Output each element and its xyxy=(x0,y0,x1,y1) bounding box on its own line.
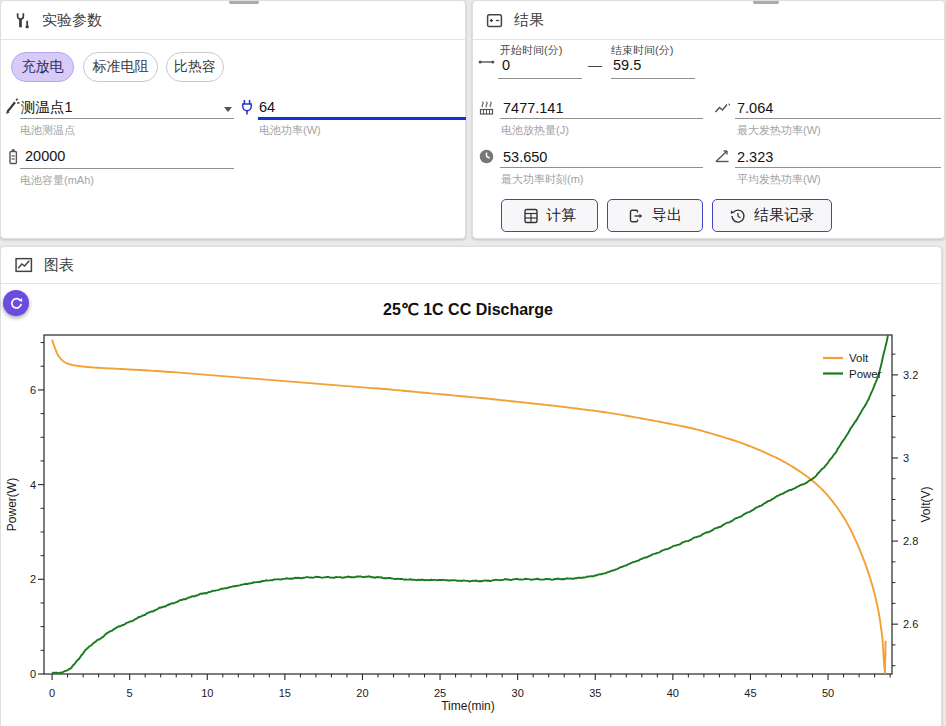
scrollbar-nub xyxy=(753,1,779,4)
avg-power-underline xyxy=(735,167,941,168)
heat-label: 电池放热量(J) xyxy=(501,124,569,136)
plug-icon xyxy=(239,99,255,116)
end-time-input[interactable]: 59.5 xyxy=(613,58,641,73)
results-title: 结果 xyxy=(514,11,544,30)
temp-point-label: 电池测温点 xyxy=(20,124,75,136)
battery-power-label: 电池功率(W) xyxy=(259,124,321,136)
battery-icon xyxy=(5,147,21,166)
svg-text:50: 50 xyxy=(822,687,834,699)
avg-power-label: 平均发热功率(W) xyxy=(737,173,821,185)
start-time-input[interactable]: 0 xyxy=(502,58,510,73)
export-button[interactable]: 导出 xyxy=(607,199,703,232)
y-axis-right-label: Volt(V) xyxy=(919,486,933,522)
x-axis-label: Time(min) xyxy=(441,699,495,713)
heat-value[interactable]: 7477.141 xyxy=(503,101,563,116)
mode-chip-standard-resistance[interactable]: 标准电阻 xyxy=(83,52,158,82)
export-icon xyxy=(628,208,644,224)
temp-point-underline xyxy=(20,118,234,119)
heat-icon xyxy=(478,100,495,116)
chart-title: 25℃ 1C CC Discharge xyxy=(383,301,553,318)
avg-power-value[interactable]: 2.323 xyxy=(737,150,773,165)
export-button-label: 导出 xyxy=(652,206,682,225)
time-range-icon xyxy=(478,56,495,68)
svg-text:20: 20 xyxy=(356,687,368,699)
calculate-button-label: 计算 xyxy=(547,206,577,225)
scrollbar-nub xyxy=(229,1,259,4)
end-time-underline xyxy=(611,78,695,79)
svg-text:3: 3 xyxy=(903,452,909,464)
max-power-time-value[interactable]: 53.650 xyxy=(503,150,547,165)
svg-text:10: 10 xyxy=(201,687,213,699)
clock-icon xyxy=(478,148,495,165)
svg-text:2.8: 2.8 xyxy=(903,535,918,547)
legend: Volt Power xyxy=(823,352,882,380)
axes-box xyxy=(44,335,892,674)
calculate-icon xyxy=(523,208,539,224)
battery-capacity-input[interactable]: 20000 xyxy=(25,149,65,164)
svg-text:45: 45 xyxy=(744,687,756,699)
max-power-time-label: 最大功率时刻(m) xyxy=(501,173,584,185)
series-power xyxy=(52,316,891,673)
max-power-icon xyxy=(714,101,731,115)
chevron-down-icon[interactable] xyxy=(224,107,232,112)
battery-capacity-label: 电池容量(mAh) xyxy=(20,174,94,186)
start-time-underline xyxy=(498,78,582,79)
chart-panel: 图表 25℃ 1C CC Discharge051015202530354045… xyxy=(0,246,942,726)
svg-text:Volt: Volt xyxy=(849,352,869,364)
result-history-button-label: 结果记录 xyxy=(754,206,814,225)
results-panel: 结果 开始时间(分) 0 — 结束时间(分) 59.5 7477.141 电池放… xyxy=(472,0,945,239)
svg-text:4: 4 xyxy=(30,479,36,491)
max-power-label: 最大发热功率(W) xyxy=(737,124,821,136)
params-header: 实验参数 xyxy=(1,1,465,40)
svg-text:2.6: 2.6 xyxy=(903,618,918,630)
temp-point-select[interactable]: 测温点1 xyxy=(21,100,73,115)
battery-power-focus-underline xyxy=(258,117,466,120)
heat-underline xyxy=(500,118,703,119)
svg-text:40: 40 xyxy=(667,687,679,699)
history-icon xyxy=(730,208,746,224)
svg-text:25: 25 xyxy=(434,687,446,699)
end-time-label: 结束时间(分) xyxy=(611,44,673,56)
max-power-underline xyxy=(735,118,941,119)
battery-power-input[interactable]: 64 xyxy=(259,100,275,115)
params-title: 实验参数 xyxy=(42,11,102,30)
experiment-params-panel: 实验参数 充放电 标准电阻 比热容 测温点1 电池测温点 64 电池功率(W) … xyxy=(0,0,466,239)
svg-text:5: 5 xyxy=(127,687,133,699)
start-time-label: 开始时间(分) xyxy=(500,44,562,56)
battery-capacity-underline xyxy=(20,168,234,169)
calculator-icon xyxy=(486,12,503,29)
svg-text:6: 6 xyxy=(30,384,36,396)
max-power-value[interactable]: 7.064 xyxy=(737,101,773,116)
svg-text:35: 35 xyxy=(589,687,601,699)
svg-text:2: 2 xyxy=(30,573,36,585)
discharge-chart: 25℃ 1C CC Discharge 0 5 10 15 20 25 30 35 40 45 50 0… xyxy=(1,247,943,726)
svg-text:0: 0 xyxy=(49,687,55,699)
tools-icon xyxy=(14,12,31,29)
svg-text:0: 0 xyxy=(30,668,36,680)
calculate-button[interactable]: 计算 xyxy=(501,199,598,232)
svg-text:3.2: 3.2 xyxy=(903,369,918,381)
mode-chip-discharge[interactable]: 充放电 xyxy=(11,52,74,82)
temp-probe-icon xyxy=(4,97,21,116)
results-header: 结果 xyxy=(473,1,944,40)
avg-power-icon xyxy=(714,148,731,164)
svg-text:15: 15 xyxy=(279,687,291,699)
time-range-dash: — xyxy=(588,57,602,73)
svg-text:30: 30 xyxy=(512,687,524,699)
mode-chip-specific-heat[interactable]: 比热容 xyxy=(166,52,224,82)
svg-text:Power: Power xyxy=(849,368,882,380)
y-axis-left-label: Power(W) xyxy=(5,478,19,531)
max-power-time-underline xyxy=(500,167,703,168)
result-history-button[interactable]: 结果记录 xyxy=(712,199,832,232)
